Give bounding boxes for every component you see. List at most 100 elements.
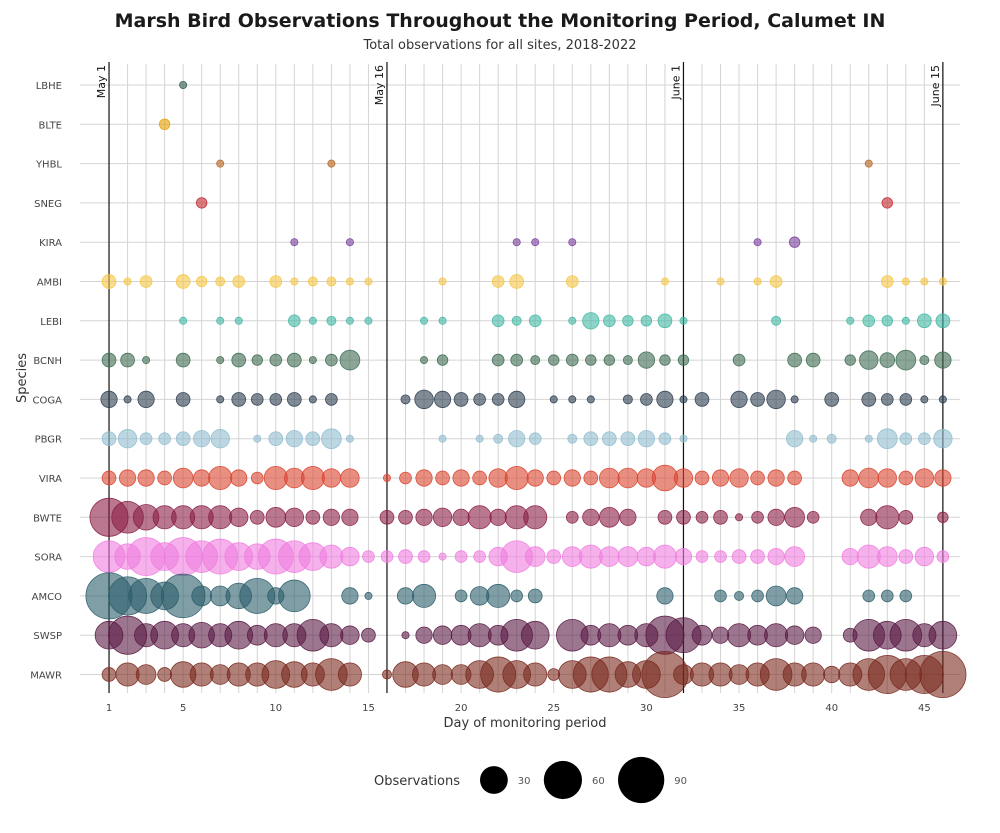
bubble-lebi <box>528 314 542 328</box>
x-tick-label: 1 <box>106 703 112 714</box>
size-legend-label: 90 <box>674 776 687 787</box>
bubble-swsp <box>415 626 433 644</box>
bubble-pbgr <box>528 432 542 446</box>
y-tick-label: LEBI <box>40 317 62 328</box>
bubble-mawr <box>382 669 392 680</box>
bubble-bwte <box>713 509 728 525</box>
bubble-vira <box>250 471 264 485</box>
bubble-ambi <box>195 275 208 288</box>
bubble-bwte <box>806 510 820 524</box>
bubble-sora <box>546 549 562 564</box>
bubble-kira <box>345 238 354 247</box>
bubble-sneg <box>195 197 208 209</box>
bubble-kira <box>788 236 801 248</box>
bubble-vira <box>914 468 935 488</box>
bubble-coga <box>286 392 302 407</box>
bubble-pbgr <box>210 429 230 449</box>
bubble-swsp <box>597 623 622 648</box>
bubble-bcnh <box>805 352 821 368</box>
y-tick-label: BCNH <box>33 356 62 367</box>
bubble-vira <box>841 469 859 487</box>
bubble-pbgr <box>876 428 898 450</box>
bubble-ambi <box>307 276 318 287</box>
bubble-bcnh <box>175 352 191 368</box>
bubble-mawr <box>337 662 362 687</box>
bubble-coga <box>414 389 434 410</box>
bubble-bcnh <box>919 355 930 366</box>
bubble-sora <box>340 546 360 567</box>
bubble-lebi <box>288 314 301 328</box>
bubble-vira <box>321 468 342 488</box>
bubble-amco <box>714 589 727 603</box>
y-tick-label: YHBL <box>35 160 62 171</box>
bubble-coga <box>622 394 633 405</box>
x-tick-label: 30 <box>640 703 653 714</box>
bubble-pbgr <box>475 434 484 443</box>
chart-title: Marsh Bird Observations Throughout the M… <box>114 10 886 32</box>
bubble-swsp <box>804 626 822 644</box>
x-tick-label: 25 <box>547 703 560 714</box>
bubble-ambi <box>364 277 373 286</box>
bubble-lebi <box>491 314 505 328</box>
bubble-bcnh <box>895 349 917 371</box>
bubble-ambi <box>920 277 929 286</box>
bubble-amco <box>899 589 913 603</box>
bubble-bcnh <box>120 352 135 368</box>
bubble-vira <box>157 470 172 486</box>
bubble-amco <box>862 589 876 603</box>
bubble-mawr <box>801 662 826 687</box>
bubble-amco <box>191 585 212 607</box>
bubble-bcnh <box>787 352 802 368</box>
bubble-sora <box>936 550 950 563</box>
bubble-vira <box>230 469 248 487</box>
bubble-sora <box>731 549 747 564</box>
bubble-coga <box>640 393 653 406</box>
bubble-coga <box>491 393 505 406</box>
bubble-lebi <box>179 316 188 325</box>
bubble-vira <box>526 469 544 487</box>
bubble-vira <box>193 469 211 487</box>
bubble-swsp <box>727 623 752 648</box>
bubble-bwte <box>695 510 709 524</box>
bubble-pbgr <box>637 430 656 448</box>
bubble-bwte <box>860 508 878 526</box>
bubble-bcnh <box>101 352 117 368</box>
bubble-lebi <box>622 315 634 327</box>
bubble-ambi <box>938 277 947 286</box>
bubble-coga <box>137 390 155 408</box>
bubble-bwte <box>284 507 304 527</box>
bubble-vira <box>137 469 155 487</box>
bubble-vira <box>382 473 391 482</box>
bubble-kira <box>531 238 540 247</box>
bubble-ambi <box>880 275 894 288</box>
bubble-coga <box>231 392 247 407</box>
bubble-swsp <box>784 625 805 645</box>
bubble-bwte <box>565 510 579 524</box>
bubble-bwte <box>229 507 249 527</box>
bubble-bwte <box>875 505 900 530</box>
bubble-bwte <box>599 506 620 528</box>
bubble-coga <box>325 393 338 406</box>
bubble-vira <box>208 466 233 490</box>
bubble-coga <box>308 395 317 404</box>
bubble-lebi <box>511 315 522 326</box>
bubble-coga <box>824 392 840 407</box>
bubble-bwte <box>415 508 433 526</box>
bubble-sora <box>714 550 727 563</box>
bubble-pbgr <box>602 431 617 447</box>
bubble-coga <box>920 395 929 404</box>
bubble-coga <box>694 392 710 407</box>
bubble-mawr <box>823 665 841 684</box>
bubble-coga <box>938 395 947 404</box>
bubble-mawr <box>115 662 140 687</box>
bubble-coga <box>433 390 452 408</box>
bubble-lebi <box>582 312 600 330</box>
y-tick-label: KIRA <box>39 238 62 249</box>
bubble-ambi <box>769 275 783 288</box>
bubble-vira <box>617 467 639 489</box>
bubble-bcnh <box>585 354 597 366</box>
bubble-amco <box>364 591 373 600</box>
bubble-kira <box>290 238 299 247</box>
bubble-ambi <box>660 277 669 286</box>
